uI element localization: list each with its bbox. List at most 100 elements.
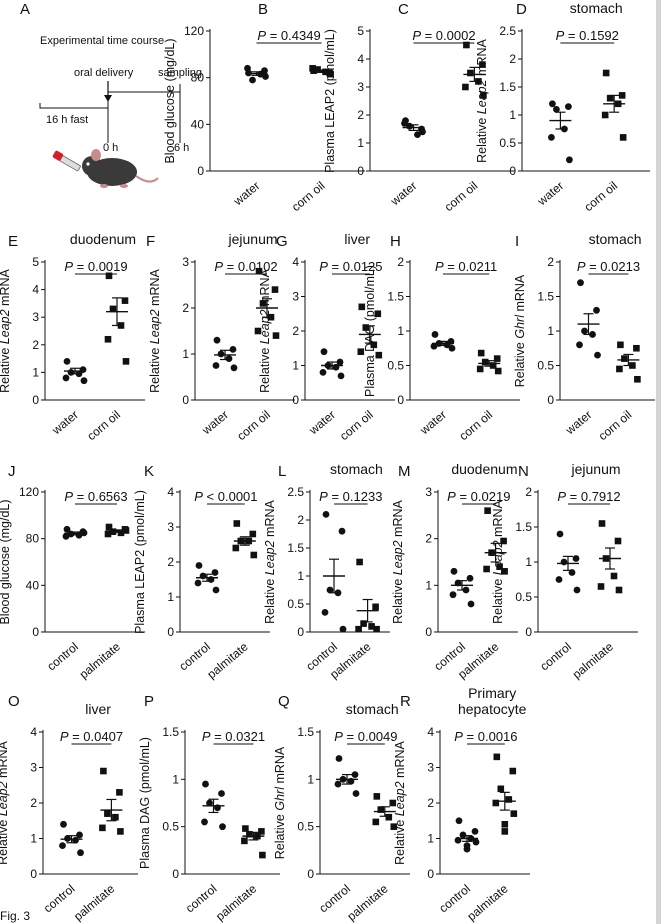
chart-title: stomach [330,461,383,477]
sampling-label: sampling [158,67,202,79]
y-axis-label: Blood glucose (mg/dL) [0,499,12,624]
y-axis-label: Plasma LEAP2 (pmol/mL) [323,29,337,173]
data-point [117,529,125,537]
data-point [352,790,360,797]
data-point [619,134,627,141]
data-point [206,799,213,807]
data-point [322,511,330,518]
data-point [566,156,573,164]
data-point [67,369,75,376]
data-point [621,355,628,362]
data-point [493,753,501,761]
data-point [337,372,345,380]
y-tick-label: 2 [32,338,39,352]
data-point [561,125,568,133]
data-point [271,286,279,293]
data-point [202,780,209,788]
x-category-label: palmitate [344,881,391,923]
data-point [104,530,112,538]
p-value: P = 0.4349 [257,28,320,43]
y-tick-label: 1 [427,832,434,846]
y-tick-label: 0 [547,393,554,407]
y-tick-label: 0 [30,867,37,881]
y-tick-label: 1.5 [287,541,304,555]
data-point [324,362,332,369]
data-point [501,828,509,835]
y-tick-label: 0 [357,164,364,178]
data-point [618,92,626,99]
data-point [419,128,426,136]
y-tick-label: 1 [397,324,404,338]
data-point [385,813,393,821]
y-tick-label: 0 [32,625,39,639]
p-value: P = 0.0219 [447,489,510,504]
data-point [601,111,609,119]
data-point [489,362,497,369]
data-point [249,76,256,84]
data-point [572,555,580,562]
x-category-label: corn oil [289,179,328,215]
chart-title: stomach [570,0,623,16]
delivery-label: oral delivery [74,67,134,79]
data-point [615,586,623,594]
data-point [229,346,237,353]
y-axis-label: Relative Leap2 mRNA [0,740,10,864]
data-point [262,73,269,80]
y-axis-label: Relative Leap2 mRNA [391,499,405,623]
data-point [488,549,495,556]
data-point [211,569,219,576]
data-point [77,849,84,857]
data-point [467,69,474,77]
y-tick-label: 0 [172,867,179,881]
data-point [401,120,408,127]
y-tick-label: 4 [32,283,39,297]
data-point [629,362,636,369]
data-point [109,528,117,535]
y-axis-label: Relative Leap2 mRNA [263,499,277,623]
fast-line [39,103,108,109]
data-point [556,530,564,538]
data-point [254,832,261,840]
y-axis-label: Relative Leap2 mRNA [258,268,272,392]
y-tick-label: 1.5 [297,725,314,739]
p-value: P = 0.0211 [435,259,497,274]
data-point [614,100,622,108]
data-point [338,527,346,535]
y-tick-label: 2.5 [287,485,304,499]
data-point [480,92,487,99]
data-point [565,103,572,110]
data-point [339,775,347,783]
data-point [218,790,225,797]
y-tick-label: 4 [30,725,37,739]
p-value: P = 0.0049 [334,729,397,744]
schematic-panel: A Experimental time course oral delivery… [20,1,202,188]
y-tick-label: 2 [30,796,37,810]
data-point [237,537,245,545]
data-point [362,324,370,331]
y-tick-label: 1.5 [162,725,179,739]
y-tick-label: 0 [397,393,404,407]
data-point [357,348,365,355]
data-point [610,572,618,580]
y-tick-label: 1 [30,832,37,846]
y-tick-label: 0.5 [515,590,532,604]
p-value: P = 0.0102 [214,259,277,274]
data-point [467,835,475,842]
y-tick-label: 3 [182,255,189,269]
y-tick-label: 0.5 [499,136,516,150]
data-point [233,520,241,527]
x-category-label: control [537,640,574,674]
chart-title: duodenum [70,231,136,247]
data-point [194,579,202,587]
data-point [225,355,233,362]
data-point [230,364,238,372]
data-point [62,374,70,382]
y-tick-label: 3 [167,520,174,534]
y-tick-label: 2 [547,255,554,269]
p-value: P = 0.1592 [556,28,619,43]
data-point [593,306,600,314]
